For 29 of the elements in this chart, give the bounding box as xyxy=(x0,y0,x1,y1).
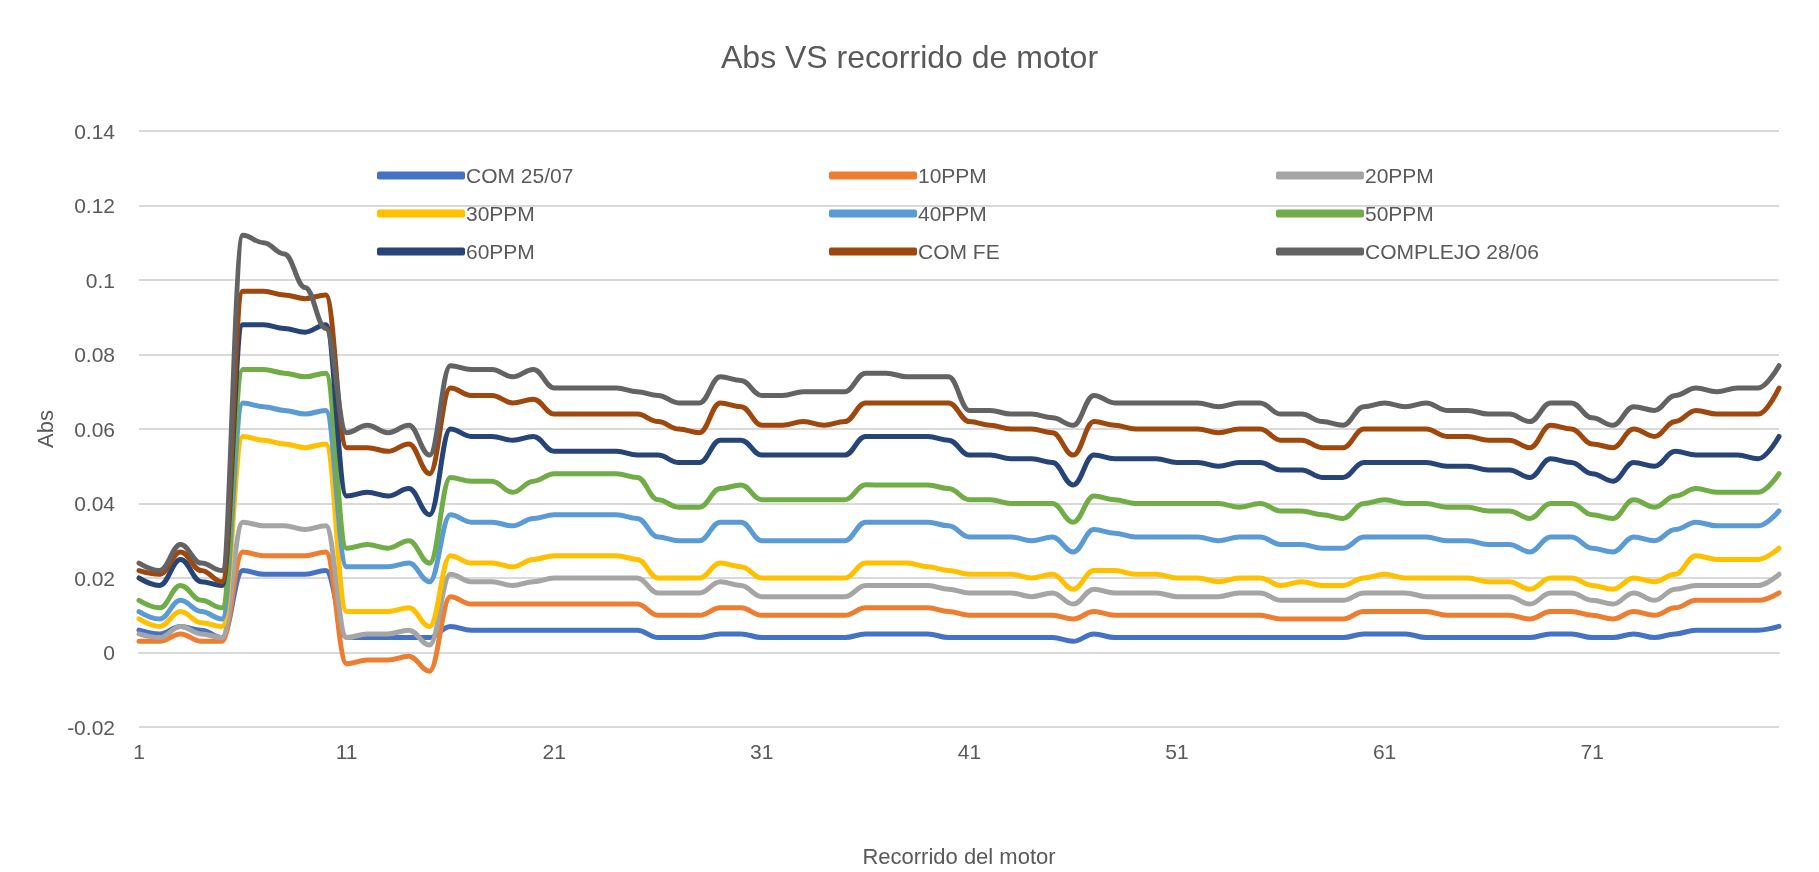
legend-label: 40PPM xyxy=(918,202,987,225)
legend-label: 30PPM xyxy=(466,202,535,225)
y-tick-label: 0.06 xyxy=(74,417,115,441)
chart-title: Abs VS recorrido de motor xyxy=(720,39,1099,75)
x-tick-label: 21 xyxy=(542,740,566,763)
x-axis-title: Recorrido del motor xyxy=(862,843,1056,869)
y-axis-title: Abs xyxy=(32,410,58,448)
legend-label: COM FE xyxy=(918,240,1000,263)
y-tick-label: 0.1 xyxy=(85,268,115,292)
legend-label: 60PPM xyxy=(466,240,535,263)
y-tick-label: 0 xyxy=(103,641,115,664)
x-tick-label: 51 xyxy=(1165,740,1189,763)
legend-label: 10PPM xyxy=(918,164,987,187)
x-tick-label: 1 xyxy=(133,740,145,763)
y-tick-label: -0.02 xyxy=(67,715,115,739)
y-tick-label: 0.04 xyxy=(74,492,116,515)
x-tick-label: 11 xyxy=(335,740,358,763)
legend-label: COM 25/07 xyxy=(466,164,574,187)
x-tick-label: 31 xyxy=(750,740,774,763)
x-tick-label: 41 xyxy=(957,740,982,763)
x-tick-label: 61 xyxy=(1372,740,1397,763)
y-tick-label: 0.02 xyxy=(74,566,115,590)
x-tick-label: 71 xyxy=(1580,740,1604,763)
legend-label: COMPLEJO 28/06 xyxy=(1365,240,1539,263)
legend-label: 50PPM xyxy=(1365,202,1434,225)
y-tick-label: 0.08 xyxy=(74,343,115,366)
y-tick-label: 0.12 xyxy=(74,194,115,217)
y-tick-label: 0.14 xyxy=(74,119,116,143)
legend-label: 20PPM xyxy=(1365,164,1434,187)
